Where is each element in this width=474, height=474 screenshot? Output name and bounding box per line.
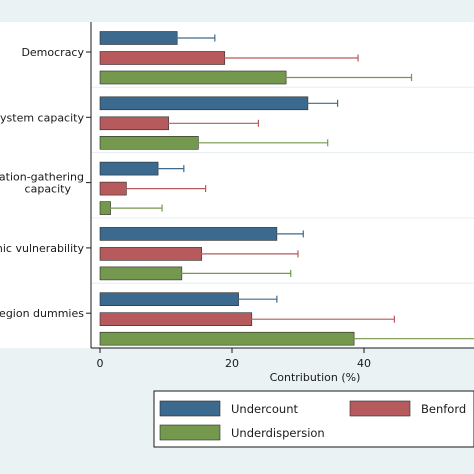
- bar-undercount-2: [99, 96, 309, 111]
- category-separators: [91, 86, 474, 284]
- y-axis: Democracy ystem capacity ation-gathering ca…: [0, 22, 92, 348]
- x-tick-label: 40: [357, 357, 371, 370]
- category-label-line: ation-gathering: [0, 171, 84, 184]
- category-label-line: Democracy: [21, 46, 84, 59]
- category-label: nic vulnerability: [0, 242, 84, 255]
- bar-undercount-4: [99, 227, 278, 241]
- category-label: Democracy: [21, 46, 84, 59]
- category-label-line: capacity: [25, 183, 72, 196]
- category-label-line: nic vulnerability: [0, 242, 84, 255]
- legend-swatch-undercount: [159, 400, 221, 417]
- x-axis-title: Contribution (%): [270, 371, 361, 384]
- legend-swatch-benford: [349, 400, 411, 417]
- category-label-line: ystem capacity: [0, 111, 84, 124]
- category-label-line: egion dummies: [0, 307, 84, 320]
- legend-label-underdispersion: Underdispersion: [231, 426, 325, 440]
- legend-label-benford: Benford: [421, 402, 466, 416]
- x-tick-label: 20: [225, 357, 239, 370]
- category-label: ation-gathering capacity: [0, 171, 84, 196]
- category-label: egion dummies: [0, 307, 84, 320]
- legend: Undercount Benford Underdispersion: [153, 390, 474, 448]
- legend-swatch-underdispersion: [159, 424, 221, 441]
- category-label: ystem capacity: [0, 111, 84, 124]
- x-axis: 0 20 40: [91, 347, 474, 370]
- legend-label-undercount: Undercount: [231, 402, 298, 416]
- x-tick-label: 0: [97, 357, 104, 370]
- error-bars: [100, 34, 474, 343]
